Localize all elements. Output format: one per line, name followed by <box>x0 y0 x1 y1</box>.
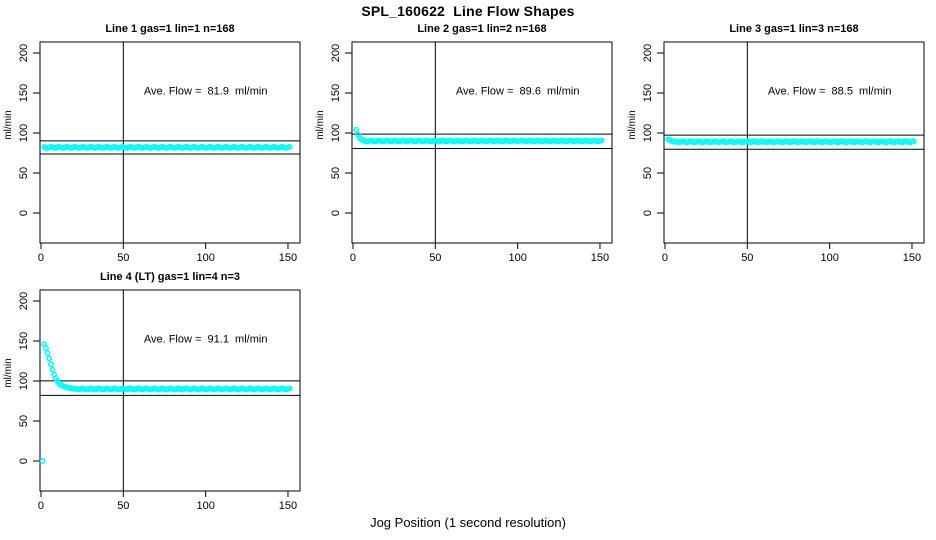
y-tick-label: 200 <box>330 44 342 62</box>
panel-line-1: Line 1 gas=1 lin=1 n=168 0 50 100 150 200 ml/m… <box>0 18 312 268</box>
panel-plot: Line 3 gas=1 lin=3 n=168 0 50 100 150 200 ml/m… <box>627 23 925 264</box>
x-axis: 0 50 100 150 <box>38 491 297 512</box>
x-tick-label: 50 <box>429 252 441 264</box>
x-tick-label: 0 <box>38 500 44 512</box>
y-axis-label: ml/min <box>627 110 638 139</box>
panel-title: Line 2 gas=1 lin=2 n=168 <box>417 23 546 35</box>
panel-line-4: Line 4 (LT) gas=1 lin=4 n=3 0 50 100 150 200 m… <box>0 266 312 516</box>
y-tick-label: 50 <box>330 167 342 179</box>
x-axis: 0 50 100 150 <box>38 243 297 264</box>
y-axis: 0 50 100 150 200 <box>330 44 352 216</box>
y-tick-label: 150 <box>18 84 30 102</box>
y-tick-label: 50 <box>642 167 654 179</box>
data-point <box>353 126 360 133</box>
data-point <box>598 137 605 144</box>
y-axis-label: ml/min <box>3 110 14 139</box>
y-tick-label: 50 <box>18 415 30 427</box>
y-axis: 0 50 100 150 200 <box>18 292 40 464</box>
y-tick-label: 50 <box>18 167 30 179</box>
panel-title: Line 4 (LT) gas=1 lin=4 n=3 <box>100 271 240 283</box>
x-axis: 0 50 100 150 <box>662 243 921 264</box>
data-point <box>286 385 293 392</box>
ave-flow-annotation: Ave. Flow = 91.1 ml/min <box>144 334 268 346</box>
y-tick-label: 100 <box>642 124 654 142</box>
data-point <box>46 355 53 362</box>
figure-title: SPL_160622 Line Flow Shapes <box>361 3 575 19</box>
panel-line-3: Line 3 gas=1 lin=3 n=168 0 50 100 150 200 ml/m… <box>624 18 936 268</box>
y-tick-label: 150 <box>330 84 342 102</box>
panel-plot: Line 2 gas=1 lin=2 n=168 0 50 100 150 200 ml/m… <box>315 23 613 264</box>
y-axis-label: ml/min <box>3 358 14 387</box>
plot-area-border <box>663 41 925 244</box>
ave-flow-annotation: Ave. Flow = 81.9 ml/min <box>144 86 268 98</box>
data-point <box>47 361 54 368</box>
y-tick-label: 200 <box>642 44 654 62</box>
panel-title: Line 1 gas=1 lin=1 n=168 <box>105 23 234 35</box>
x-tick-label: 150 <box>279 500 297 512</box>
plot-area-border <box>39 41 301 244</box>
x-tick-label: 100 <box>196 252 214 264</box>
y-tick-label: 0 <box>18 458 30 464</box>
y-axis-label: ml/min <box>315 110 326 139</box>
y-tick-label: 100 <box>18 124 30 142</box>
y-tick-label: 0 <box>18 210 30 216</box>
data-point <box>49 366 56 373</box>
data-point <box>39 458 46 464</box>
x-tick-label: 50 <box>741 252 753 264</box>
x-tick-label: 100 <box>196 500 214 512</box>
x-axis: 0 50 100 150 <box>350 243 609 264</box>
ave-flow-annotation: Ave. Flow = 88.5 ml/min <box>768 86 892 98</box>
y-tick-label: 200 <box>18 44 30 62</box>
data-series <box>39 341 293 464</box>
data-series <box>353 126 605 145</box>
y-axis: 0 50 100 150 200 <box>18 44 40 216</box>
data-series <box>665 136 917 146</box>
y-tick-label: 0 <box>642 210 654 216</box>
y-tick-label: 100 <box>330 124 342 142</box>
data-series <box>41 143 293 151</box>
plot-area-border <box>351 41 613 244</box>
ave-flow-annotation: Ave. Flow = 89.6 ml/min <box>456 86 580 98</box>
y-tick-label: 150 <box>642 84 654 102</box>
x-tick-label: 100 <box>508 252 526 264</box>
x-tick-label: 100 <box>820 252 838 264</box>
x-tick-label: 0 <box>38 252 44 264</box>
plot-area-border <box>39 289 301 492</box>
x-tick-label: 50 <box>117 500 129 512</box>
x-tick-label: 150 <box>279 252 297 264</box>
y-axis: 0 50 100 150 200 <box>642 44 664 216</box>
y-tick-label: 150 <box>18 332 30 350</box>
y-tick-label: 100 <box>18 372 30 390</box>
panel-plot: Line 1 gas=1 lin=1 n=168 0 50 100 150 200 ml/m… <box>3 23 301 264</box>
data-point <box>910 138 917 145</box>
x-axis-title: Jog Position (1 second resolution) <box>370 515 566 530</box>
panel-title: Line 3 gas=1 lin=3 n=168 <box>729 23 858 35</box>
data-point <box>42 345 49 352</box>
y-tick-label: 0 <box>330 210 342 216</box>
x-tick-label: 50 <box>117 252 129 264</box>
data-point <box>286 143 293 150</box>
x-tick-label: 150 <box>591 252 609 264</box>
x-tick-label: 150 <box>903 252 921 264</box>
y-tick-label: 200 <box>18 292 30 310</box>
data-point <box>44 350 51 356</box>
panel-line-2: Line 2 gas=1 lin=2 n=168 0 50 100 150 200 ml/m… <box>312 18 624 268</box>
panel-plot: Line 4 (LT) gas=1 lin=4 n=3 0 50 100 150 200 m… <box>3 271 301 512</box>
x-tick-label: 0 <box>662 252 668 264</box>
x-tick-label: 0 <box>350 252 356 264</box>
